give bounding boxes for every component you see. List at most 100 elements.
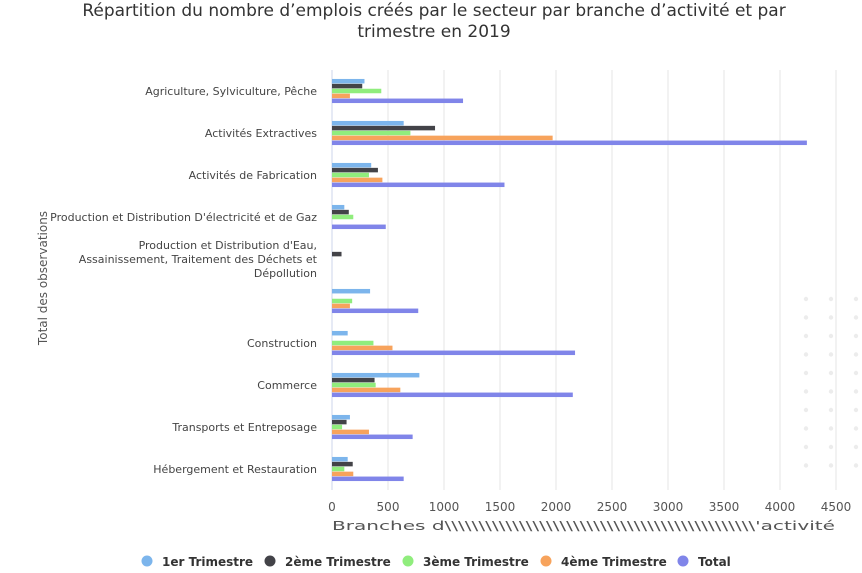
- decor-dot: [803, 296, 809, 302]
- bar: [332, 471, 354, 477]
- x-tick-label: 1500: [485, 500, 516, 514]
- category-label: Transports et Entreposage: [171, 421, 317, 434]
- decor-dot: [853, 407, 859, 413]
- decor-dot: [853, 463, 859, 468]
- bar: [332, 429, 369, 435]
- bar: [332, 387, 401, 393]
- decor-dot: [803, 463, 809, 468]
- legend-item[interactable]: 1er Trimestre: [141, 555, 254, 569]
- x-tick-label: 1000: [429, 500, 460, 514]
- bar: [332, 182, 505, 188]
- bar: [332, 167, 378, 173]
- decor-dot: [828, 352, 834, 357]
- decor-dot: [853, 333, 859, 339]
- bar: [332, 177, 383, 183]
- legend-marker: [540, 555, 552, 567]
- bar: [332, 209, 349, 215]
- legend-item[interactable]: Total: [677, 555, 731, 569]
- bar: [332, 251, 342, 257]
- decor-dot: [803, 426, 809, 431]
- bar: [332, 350, 576, 356]
- category-label: Activités de Fabrication: [189, 169, 317, 182]
- x-tick-label: 2000: [541, 500, 572, 514]
- bar: [332, 466, 345, 472]
- legend-item[interactable]: 2ème Trimestre: [264, 555, 391, 569]
- x-tick-label: 500: [377, 500, 400, 514]
- bar: [332, 414, 350, 420]
- decor-dot: [803, 352, 809, 357]
- bar: [332, 382, 376, 388]
- decor-dot: [853, 444, 859, 450]
- bar: [332, 162, 372, 168]
- category-label: Commerce: [257, 379, 317, 392]
- x-tick-label: 3000: [653, 500, 684, 514]
- bar: [332, 214, 354, 220]
- bar: [332, 83, 363, 89]
- bar: [332, 377, 375, 383]
- category-labels: Agriculture, Sylviculture, Pêche Activité…: [50, 85, 318, 476]
- bar: [332, 125, 436, 131]
- bar: [332, 330, 348, 336]
- bar: [332, 78, 365, 84]
- category-label: Production et Distribution D'électricité…: [50, 211, 317, 224]
- decor-dot: [828, 296, 834, 302]
- bar: [332, 345, 393, 351]
- decor-dot: [853, 370, 859, 376]
- legend-label: Total: [698, 555, 731, 569]
- decor-dot: [828, 389, 834, 394]
- decor-dot: [853, 315, 859, 320]
- legend-label: 3ème Trimestre: [423, 555, 529, 569]
- legend-label: 4ème Trimestre: [561, 555, 667, 569]
- category-label: Construction: [247, 337, 317, 350]
- legend-label: 2ème Trimestre: [285, 555, 391, 569]
- decor-dot: [828, 426, 834, 431]
- bars: [332, 78, 807, 482]
- bar: [332, 424, 343, 430]
- bar: [332, 88, 382, 94]
- x-tick-label: 3500: [709, 500, 740, 514]
- bar: [332, 372, 420, 378]
- x-tick-label: 0: [328, 500, 336, 514]
- legend-label: 1er Trimestre: [162, 555, 253, 569]
- decor-dot: [803, 389, 809, 394]
- category-label: Agriculture, Sylviculture, Pêche: [145, 85, 317, 98]
- category-label: Activités Extractives: [205, 127, 317, 140]
- decor-dot: [828, 315, 834, 320]
- bar: [332, 288, 371, 294]
- decor-dot: [853, 426, 859, 431]
- decor-dot: [803, 444, 809, 450]
- decor-dot: [828, 407, 834, 413]
- x-axis-title: Branches d\\\\\\\\\\\\\\\\\\\\\\\\\\\\\\…: [332, 519, 835, 533]
- legend-item[interactable]: 3ème Trimestre: [402, 555, 529, 569]
- legend-item[interactable]: 4ème Trimestre: [540, 555, 667, 569]
- decor-dot: [803, 315, 809, 320]
- chart-title-line-2: trimestre en 2019: [357, 22, 510, 42]
- bar: [332, 140, 807, 146]
- bar: [332, 224, 386, 230]
- legend-marker: [677, 555, 689, 567]
- legend: 1er Trimestre 2ème Trimestre 3ème Trimestr…: [141, 555, 731, 569]
- bar: [332, 340, 374, 346]
- decor-dot: [853, 389, 859, 394]
- decor-dot: [803, 407, 809, 413]
- chart-title-line-1: Répartition du nombre d’emplois créés pa…: [82, 1, 785, 21]
- y-axis-title: Total des observations: [36, 211, 50, 346]
- bar: [332, 419, 347, 425]
- decor-dot: [828, 333, 834, 339]
- bar: [332, 93, 350, 99]
- bar: [332, 303, 350, 309]
- bar: [332, 456, 348, 462]
- x-tick-label: 4500: [821, 500, 852, 514]
- bar: [332, 461, 353, 467]
- decor-dot: [853, 352, 859, 357]
- x-tick-label: 2500: [597, 500, 628, 514]
- decorative-dot-pattern: [803, 296, 859, 468]
- decor-dot: [803, 370, 809, 376]
- bar: [332, 298, 353, 304]
- bar: [332, 135, 553, 141]
- category-label: Production et Distribution d'Eau,: [139, 239, 317, 252]
- legend-marker: [402, 555, 414, 567]
- bar: [332, 172, 369, 178]
- bar: [332, 204, 345, 210]
